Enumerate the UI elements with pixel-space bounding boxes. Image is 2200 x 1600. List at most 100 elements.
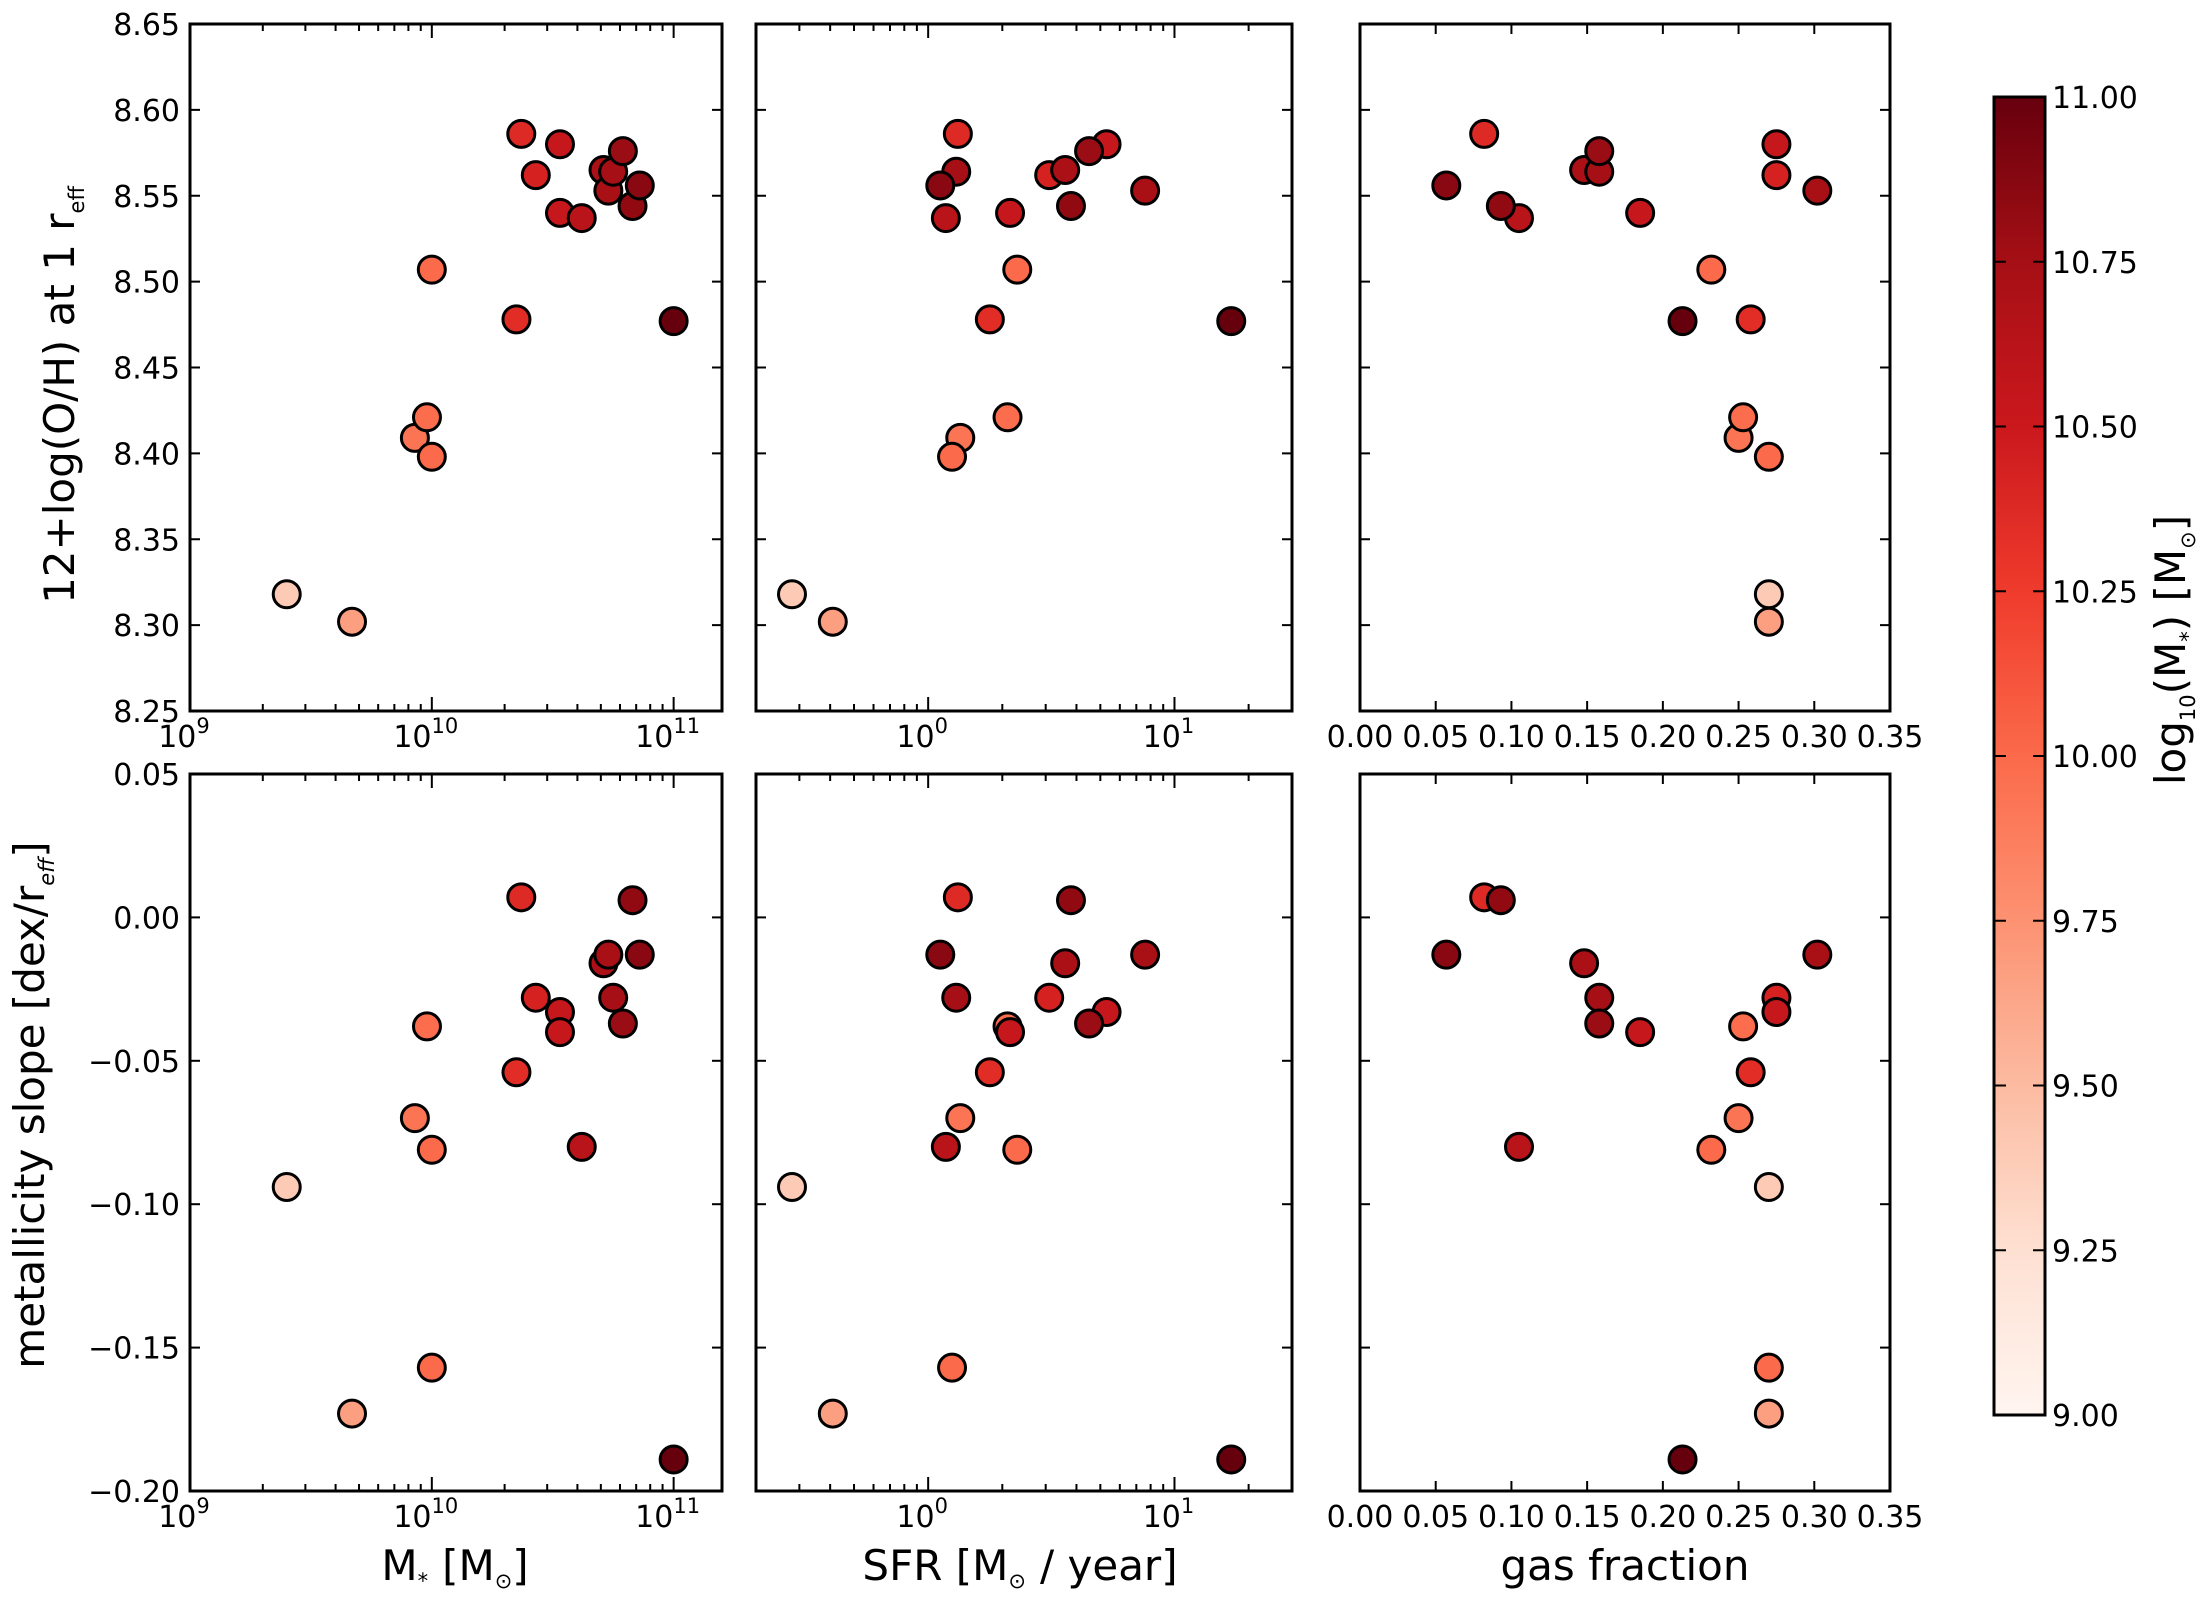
data-point — [593, 939, 624, 970]
data-point — [1216, 306, 1247, 337]
data-point — [416, 441, 447, 472]
colorbar-tick-label: 10.25 — [2052, 575, 2138, 610]
data-point — [506, 882, 537, 913]
colorbar-tick-label: 10.75 — [2052, 246, 2138, 281]
colorbar: 9.00 9.25 9.50 9.75 10.00 10.25 10.50 10.75 11.0… — [1992, 81, 2200, 1434]
data-point — [1431, 939, 1462, 970]
colorbar-tick-label: 9.00 — [2052, 1399, 2119, 1434]
x-tick-label: 0.05 — [1402, 1500, 1469, 1535]
data-point — [416, 1134, 447, 1165]
y-tick-label: 8.45 — [113, 352, 180, 387]
row2-ylabel: metallicity slope [dex/reff] — [5, 841, 59, 1368]
data-point — [1753, 1171, 1784, 1202]
colorbar-tick-label: 9.75 — [2052, 905, 2119, 940]
data-point — [624, 939, 655, 970]
x-tick-label: 1010 — [393, 714, 458, 755]
data-point — [941, 982, 972, 1013]
x-tick-label: 101 — [1143, 714, 1195, 755]
colorbar-tick-label: 11.00 — [2052, 81, 2138, 116]
data-point — [271, 1171, 302, 1202]
data-point — [1055, 191, 1086, 222]
x-tick-label: 109 — [158, 714, 210, 755]
data-point — [1216, 1444, 1247, 1475]
data-point — [937, 441, 968, 472]
x-tick-label: 0.20 — [1629, 720, 1696, 755]
data-point — [992, 402, 1023, 433]
data-point — [1130, 939, 1161, 970]
data-point — [566, 203, 597, 234]
data-point — [776, 1171, 807, 1202]
data-point — [1802, 175, 1833, 206]
colorbar-tick-label: 10.00 — [2052, 740, 2138, 775]
data-point — [1485, 885, 1516, 916]
data-point — [1584, 1008, 1615, 1039]
data-point — [945, 1103, 976, 1134]
data-point — [995, 1017, 1026, 1048]
y-tick-label: 8.50 — [113, 266, 180, 301]
plot-frame — [1358, 22, 1892, 713]
x-tick-label: 1010 — [393, 1494, 458, 1535]
y-tick-label: 8.65 — [113, 8, 180, 43]
data-point — [1002, 1134, 1033, 1165]
x-tick-label: 109 — [158, 1494, 210, 1535]
data-point — [501, 304, 532, 335]
x-tick-label: 1011 — [635, 714, 700, 755]
data-point — [1753, 441, 1784, 472]
data-point — [1584, 136, 1615, 167]
data-point — [1723, 1103, 1754, 1134]
panel-sfr-vs-metallicity: 100 101 — [754, 22, 1294, 755]
data-point — [925, 170, 956, 201]
data-point — [1761, 160, 1792, 191]
data-point — [1485, 191, 1516, 222]
y-tick-label: 8.60 — [113, 94, 180, 129]
data-point — [617, 885, 648, 916]
data-point — [399, 1103, 430, 1134]
data-point — [1504, 1131, 1534, 1162]
data-point — [1050, 948, 1081, 979]
data-point — [658, 1444, 689, 1475]
y-tick-label: 8.30 — [113, 609, 180, 644]
data-point — [930, 203, 961, 234]
panel-mass-vs-slope: −0.20 −0.15 −0.10 −0.05 0.00 0.05 109 1010 1011 — [88, 758, 724, 1535]
data-point — [1753, 606, 1784, 637]
x-tick-label: 0.15 — [1554, 720, 1621, 755]
data-point — [506, 118, 537, 149]
x-tick-label: 0.00 — [1327, 720, 1394, 755]
data-point — [1667, 306, 1698, 337]
y-tick-label: 0.00 — [113, 901, 180, 936]
panel-sfr-vs-slope: 100 101 — [754, 772, 1294, 1535]
x-tick-label: 0.20 — [1629, 1500, 1696, 1535]
xlabel-mass: M* [M⊙] — [381, 1541, 528, 1593]
colorbar-tick-label: 10.50 — [2052, 411, 2138, 446]
data-point — [1055, 885, 1086, 916]
data-point — [1735, 1057, 1766, 1088]
data-point — [1625, 197, 1656, 228]
data-point — [544, 129, 575, 160]
plot-frame — [754, 772, 1294, 1493]
data-point — [1625, 1017, 1656, 1048]
panels: 8.25 8.30 8.35 8.40 8.45 8.50 8.55 8.60 8.65 109 1… — [88, 8, 1923, 1535]
data-point — [1753, 1398, 1784, 1429]
x-tick-label: 101 — [1143, 1494, 1195, 1535]
x-tick-label: 0.15 — [1554, 1500, 1621, 1535]
data-point — [598, 982, 629, 1013]
data-point — [1728, 402, 1759, 433]
plot-frame — [188, 22, 724, 713]
data-point — [607, 1008, 638, 1039]
data-point — [1667, 1444, 1698, 1475]
data-point — [995, 197, 1026, 228]
data-point — [1735, 304, 1766, 335]
data-point — [930, 1131, 961, 1162]
y-tick-label: 8.55 — [113, 180, 180, 215]
xlabel-sfr: SFR [M⊙ / year] — [862, 1541, 1177, 1593]
panel-mass-vs-metallicity: 8.25 8.30 8.35 8.40 8.45 8.50 8.55 8.60 8.65 109 1… — [113, 8, 724, 755]
data-point — [1469, 118, 1500, 149]
data-point — [271, 579, 302, 610]
data-point — [817, 1398, 848, 1429]
row1-ylabel: 12+log(O/H) at 1 reff — [35, 186, 89, 604]
x-tick-label: 0.05 — [1402, 720, 1469, 755]
data-point — [1050, 154, 1081, 185]
x-tick-label: 0.30 — [1781, 720, 1848, 755]
data-point — [624, 170, 655, 201]
